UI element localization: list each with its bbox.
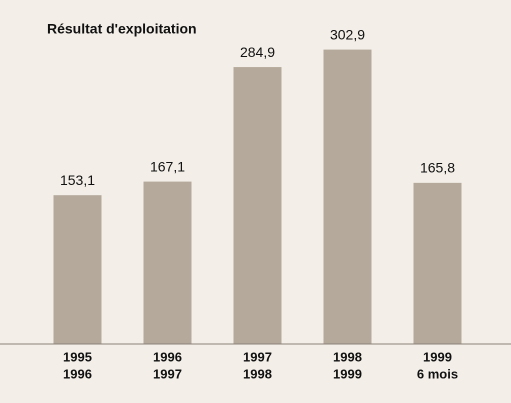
x-tick-label: 1997 <box>153 366 182 381</box>
bar <box>143 181 192 344</box>
x-tick-label: 1997 <box>243 349 272 364</box>
value-label: 284,9 <box>240 44 275 60</box>
x-tick-label: 1995 <box>63 349 92 364</box>
x-tick-label: 1999 <box>423 349 452 364</box>
bar <box>53 195 102 344</box>
x-tick-label: 1999 <box>333 366 362 381</box>
chart-title: Résultat d'exploitation <box>47 21 197 37</box>
x-tick-label: 1998 <box>243 366 272 381</box>
value-label: 302,9 <box>330 26 365 42</box>
value-label: 153,1 <box>60 172 95 188</box>
x-tick-label: 1996 <box>153 349 182 364</box>
x-tick-label: 6 mois <box>417 366 458 381</box>
bar <box>323 49 372 344</box>
value-label: 165,8 <box>420 160 455 176</box>
value-label: 167,1 <box>150 158 185 174</box>
bar <box>233 67 282 344</box>
bar <box>413 182 462 344</box>
x-tick-label: 1996 <box>63 366 92 381</box>
x-tick-label: 1998 <box>333 349 362 364</box>
